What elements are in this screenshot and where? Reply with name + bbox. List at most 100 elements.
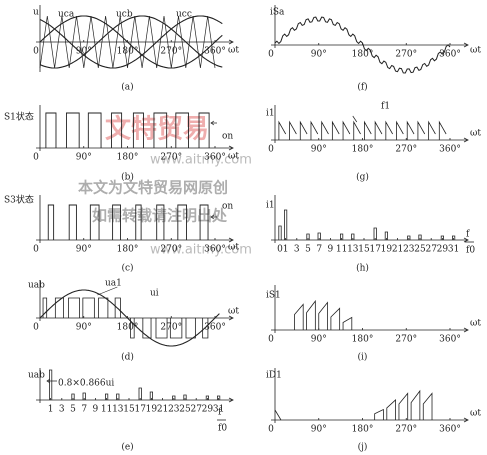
tick-label: 19 bbox=[146, 405, 158, 415]
y-axis-label: u bbox=[33, 8, 39, 18]
tick-label: 180° bbox=[117, 47, 139, 57]
spectral-line bbox=[217, 395, 221, 400]
tick-label: 15 bbox=[123, 405, 135, 415]
tick-label: 270° bbox=[160, 153, 182, 163]
tick-label: 25 bbox=[414, 245, 426, 255]
annotation: on bbox=[222, 202, 233, 212]
annotation: 0.8×0.866ui bbox=[58, 379, 114, 389]
spectral-line bbox=[340, 233, 344, 240]
tick-label: 90° bbox=[76, 153, 92, 163]
spectral-line bbox=[278, 225, 282, 240]
x-axis-label: ωt bbox=[470, 46, 481, 56]
tick-label: 29 bbox=[437, 245, 449, 255]
caption: (f) bbox=[357, 82, 367, 93]
x-axis-label: f0 bbox=[466, 246, 475, 256]
tick-label: 0 bbox=[33, 245, 39, 255]
tick-label: 360° bbox=[439, 335, 461, 345]
watermark-url: www.aitmy.com bbox=[150, 153, 252, 168]
pulse bbox=[68, 204, 77, 240]
tick-label: 0 bbox=[268, 50, 274, 60]
pulse bbox=[306, 299, 316, 330]
pulse bbox=[155, 318, 168, 339]
caption: (a) bbox=[121, 82, 133, 93]
tick-label: 270° bbox=[395, 50, 417, 60]
pulse bbox=[199, 204, 209, 240]
spectral-line bbox=[418, 234, 422, 240]
axis-arrow bbox=[463, 42, 469, 48]
pulse bbox=[135, 204, 142, 240]
spectral-line bbox=[351, 233, 355, 240]
pulse bbox=[156, 204, 165, 240]
tick-label: 0 bbox=[33, 153, 39, 163]
wave bbox=[274, 409, 282, 421]
axis-arrow bbox=[463, 137, 469, 143]
tick-label: 25 bbox=[179, 405, 191, 415]
pulse bbox=[198, 112, 210, 148]
annotation: uca bbox=[58, 10, 75, 20]
fundamental bbox=[39, 289, 220, 347]
tick-label: 23 bbox=[168, 405, 180, 415]
pulse bbox=[66, 112, 80, 148]
tick-label: 360° bbox=[204, 323, 226, 333]
tick-label: 7 bbox=[316, 245, 322, 255]
x-axis-label: ωt bbox=[228, 307, 239, 317]
arrow bbox=[46, 378, 57, 384]
pulse bbox=[330, 307, 341, 330]
spectral-line bbox=[384, 231, 388, 240]
axis-arrow bbox=[463, 327, 469, 333]
spectral-line bbox=[373, 227, 377, 240]
spectral-line bbox=[205, 395, 209, 400]
tick-label: 13 bbox=[347, 245, 359, 255]
x-axis-label: f bbox=[218, 408, 222, 418]
tick-label: 0 bbox=[268, 425, 274, 435]
y-axis-label: i1 bbox=[266, 201, 275, 211]
tick-label: 3 bbox=[59, 405, 65, 415]
tick-label: 0 bbox=[268, 335, 274, 345]
tick-label: 15 bbox=[358, 245, 370, 255]
annotation: ua1 bbox=[105, 279, 122, 289]
pulse bbox=[98, 297, 109, 318]
axis-arrow bbox=[228, 397, 234, 403]
spectral-line bbox=[49, 369, 53, 400]
pulse bbox=[294, 303, 304, 330]
spectral-line bbox=[105, 393, 109, 400]
tick-label: 9 bbox=[93, 405, 99, 415]
tick-label: 270° bbox=[395, 425, 417, 435]
tick-label: 11 bbox=[336, 245, 347, 255]
tick-label: 90° bbox=[311, 335, 327, 345]
tick-label: 360° bbox=[439, 145, 461, 155]
tick-label: 27 bbox=[190, 405, 202, 415]
spectral-line bbox=[183, 394, 187, 400]
pulse bbox=[342, 316, 353, 330]
x-axis-label: ωt bbox=[228, 46, 239, 56]
axis-arrow bbox=[463, 417, 469, 423]
spectral-line bbox=[407, 235, 411, 240]
axis-arrow bbox=[228, 315, 234, 321]
wave bbox=[39, 15, 223, 69]
watermark-url: www.aitmy.com bbox=[150, 243, 252, 258]
pulse bbox=[114, 297, 121, 318]
x-axis-label: ωt bbox=[228, 152, 239, 162]
pulse bbox=[185, 318, 196, 339]
pulse bbox=[89, 204, 100, 240]
spectral-line bbox=[116, 393, 120, 400]
tick-label: 5 bbox=[305, 245, 311, 255]
caption: (e) bbox=[121, 442, 133, 453]
pulse bbox=[54, 297, 64, 318]
pulse bbox=[132, 112, 144, 148]
y-axis-label: iS1 bbox=[266, 291, 281, 301]
axis-arrow bbox=[228, 39, 234, 45]
pulse bbox=[177, 204, 187, 240]
tick-label: 90° bbox=[76, 47, 92, 57]
pulse bbox=[374, 408, 384, 420]
tick-label: 90° bbox=[76, 323, 92, 333]
carrier bbox=[39, 15, 216, 69]
tick-label: 0 bbox=[33, 47, 39, 57]
y-axis-label: iD1 bbox=[266, 371, 282, 381]
pulse bbox=[318, 301, 328, 330]
spectral-line bbox=[82, 392, 86, 400]
tick-label: 27 bbox=[425, 245, 437, 255]
tick-label: 180° bbox=[352, 425, 374, 435]
arrow bbox=[210, 120, 217, 126]
tick-label: 90° bbox=[311, 425, 327, 435]
